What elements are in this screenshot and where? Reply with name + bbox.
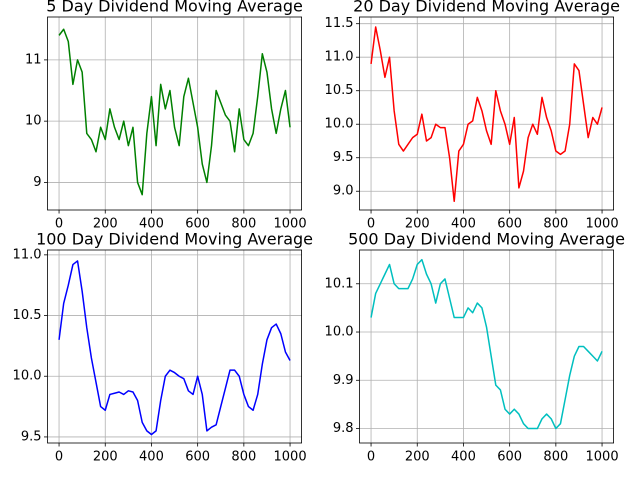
x-tick-label: 400	[451, 450, 476, 465]
x-tick-label: 600	[185, 217, 210, 232]
x-tick-label: 0	[367, 450, 375, 465]
x-tick-label: 600	[185, 450, 210, 465]
chart-title: 5 Day Dividend Moving Average	[46, 0, 303, 16]
x-tick-label: 400	[139, 450, 164, 465]
y-tick-label: 9.0	[333, 184, 354, 199]
axes-background	[47, 250, 302, 443]
x-tick-label: 800	[543, 217, 568, 232]
y-tick-label: 10.0	[325, 117, 354, 132]
x-tick-label: 1000	[586, 217, 619, 232]
x-tick-label: 200	[93, 217, 118, 232]
x-tick-label: 800	[543, 450, 568, 465]
x-tick-label: 800	[231, 217, 256, 232]
x-tick-label: 200	[93, 450, 118, 465]
y-tick-label: 9.8	[333, 421, 354, 436]
axes-background	[47, 17, 302, 210]
y-tick-label: 9	[33, 175, 41, 190]
x-tick-label: 400	[451, 217, 476, 232]
x-tick-label: 800	[231, 450, 256, 465]
x-tick-label: 1000	[274, 217, 307, 232]
y-tick-label: 11.0	[13, 247, 42, 262]
x-tick-label: 1000	[586, 450, 619, 465]
y-tick-label: 10.0	[325, 325, 354, 340]
x-tick-label: 0	[55, 450, 63, 465]
axes-frame	[47, 16, 303, 211]
y-tick-label: 10.1	[325, 276, 354, 291]
axes-frame	[359, 16, 615, 211]
y-tick-label: 9.9	[333, 373, 354, 388]
chart-title: 100 Day Dividend Moving Average	[36, 230, 313, 249]
y-tick-label: 9.5	[21, 429, 42, 444]
x-tick-label: 0	[367, 217, 375, 232]
x-tick-label: 600	[497, 450, 522, 465]
chart-title: 500 Day Dividend Moving Average	[348, 230, 625, 249]
x-tick-label: 400	[139, 217, 164, 232]
axes-background	[359, 250, 614, 443]
y-tick-label: 10.0	[13, 369, 42, 384]
axes-background	[359, 17, 614, 210]
y-tick-label: 11.0	[325, 50, 354, 65]
x-tick-label: 200	[405, 450, 430, 465]
data-line	[370, 258, 603, 430]
x-tick-label: 1000	[274, 450, 307, 465]
data-line	[58, 28, 291, 196]
chart-title: 20 Day Dividend Moving Average	[353, 0, 620, 16]
x-tick-label: 0	[55, 217, 63, 232]
x-tick-label: 200	[405, 217, 430, 232]
y-tick-label: 10	[25, 114, 42, 129]
axes-frame	[47, 249, 303, 444]
data-line	[58, 260, 291, 436]
y-tick-label: 10.5	[13, 308, 42, 323]
y-tick-label: 11	[25, 52, 42, 67]
y-tick-label: 10.5	[325, 83, 354, 98]
data-line	[370, 26, 603, 203]
y-tick-label: 9.5	[333, 150, 354, 165]
x-tick-label: 600	[497, 217, 522, 232]
y-tick-label: 11.5	[325, 16, 354, 31]
axes-frame	[359, 249, 615, 444]
